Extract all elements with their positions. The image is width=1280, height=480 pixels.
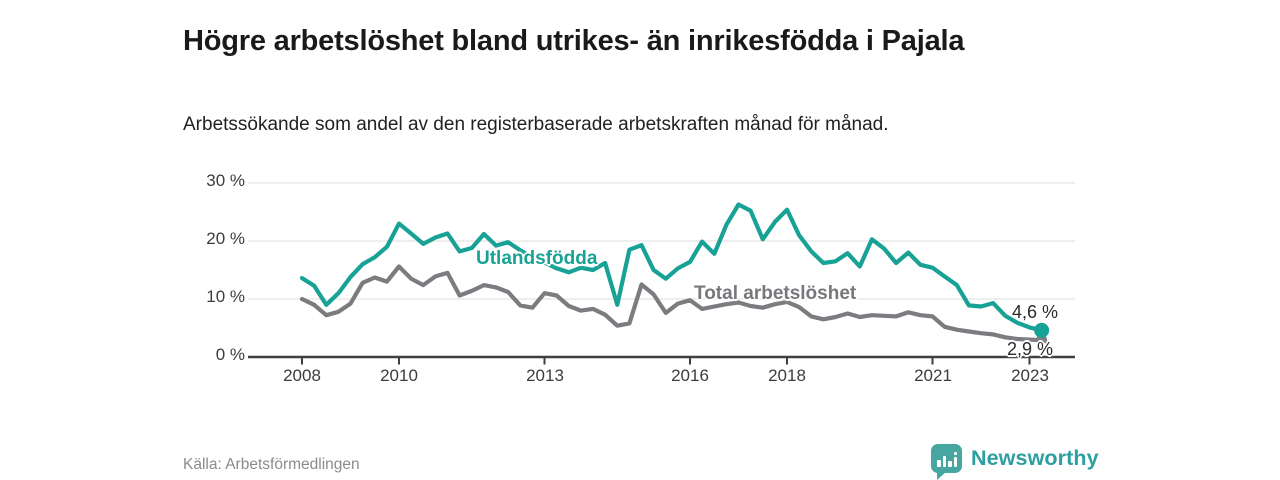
y-axis-label-0: 0 % [215,345,245,364]
newsworthy-wordmark: Newsworthy [971,446,1099,470]
end-value-label-utlandsfodda: 4,6 % [1012,302,1059,322]
chart-subtitle: Arbetssökande som andel av den registerb… [183,114,889,135]
x-axis-label-2023: 2023 [1011,366,1049,385]
page-title: Högre arbetslöshet bland utrikes- än inr… [183,25,965,58]
y-axis-label-30: 30 % [206,171,245,190]
end-value-label-total: 2,9 % [1007,339,1054,359]
x-axis-label-2010: 2010 [380,366,418,385]
newsworthy-logo: Newsworthy [931,444,1099,480]
bar-chart-speech-bubble-icon [931,444,962,480]
exclamation-glyph [953,451,957,467]
series-label-total-arbetsloshet: Total arbetslöshet [694,283,857,304]
series-label-utlandsfodda: Utlandsfödda [476,248,598,269]
y-axis-label-20: 20 % [206,229,245,248]
bar-chart-glyph [937,451,957,467]
source-attribution: Källa: Arbetsförmedlingen [183,456,360,473]
x-axis-label-2016: 2016 [671,366,709,385]
x-axis-label-2008: 2008 [283,366,321,385]
y-axis-label-10: 10 % [206,287,245,306]
x-axis-label-2021: 2021 [914,366,952,385]
x-axis-label-2018: 2018 [768,366,806,385]
x-axis-label-2013: 2013 [526,366,564,385]
